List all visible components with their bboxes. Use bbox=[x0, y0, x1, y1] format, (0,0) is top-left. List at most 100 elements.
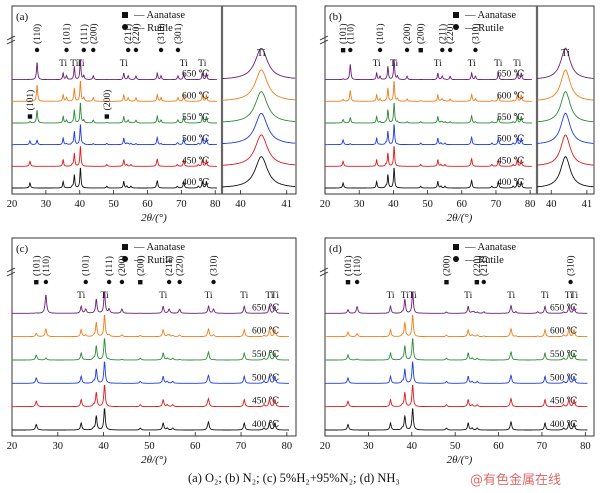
x-tick-label: 30 bbox=[363, 441, 374, 452]
anatase-marker bbox=[27, 114, 33, 119]
rutile-marker bbox=[211, 279, 216, 285]
zoom-trace-600 bbox=[221, 69, 296, 101]
axis-break-mark bbox=[319, 267, 329, 277]
watermark-text: @有色金属在线 bbox=[470, 473, 562, 488]
x-axis-label: 2θ/(°) bbox=[447, 454, 473, 466]
temp-label-400: 400 ℃ bbox=[550, 420, 578, 430]
hkl-label-text: (200) bbox=[88, 23, 99, 44]
temp-label-450: 450 ℃ bbox=[497, 156, 525, 166]
legend-label-anatase: — Aanatase bbox=[133, 10, 185, 21]
x-tick-label: 20 bbox=[7, 199, 18, 210]
x-tick-label: 70 bbox=[491, 199, 502, 210]
x-tick-label-zoom: 41 bbox=[582, 199, 593, 210]
hkl-label: (211) bbox=[123, 24, 134, 44]
hkl-label: (111) bbox=[104, 256, 115, 276]
trace-650 bbox=[325, 59, 532, 81]
ti-label: Ti bbox=[434, 59, 442, 69]
hkl-label-text: (301) bbox=[173, 23, 184, 44]
hkl-label: (111) bbox=[79, 24, 90, 44]
hkl-label: (200) bbox=[102, 90, 113, 111]
x-tick-label-zoom: 40 bbox=[235, 199, 246, 210]
hkl-label: (101) bbox=[338, 23, 349, 44]
temp-label-600: 600 ℃ bbox=[252, 327, 280, 337]
temp-label-600: 600 ℃ bbox=[497, 91, 525, 101]
legend-label-anatase: — Aanatase bbox=[464, 242, 516, 253]
x-tick-label: 70 bbox=[176, 199, 187, 210]
ti-label: Ti bbox=[265, 291, 273, 301]
legend-label-anatase: — Aanatase bbox=[133, 242, 185, 253]
temp-label-500: 500 ℃ bbox=[550, 373, 578, 383]
hkl-label-text: (310) bbox=[156, 23, 167, 44]
temp-label-400: 400 ℃ bbox=[182, 178, 210, 188]
legend-label-rutile: — Rutile bbox=[133, 23, 173, 34]
hkl-label: (101) bbox=[62, 23, 73, 44]
hkl-label-text: (101) bbox=[62, 23, 73, 44]
hkl-label-text: (211) bbox=[123, 24, 134, 44]
ti-label: Ti bbox=[401, 291, 409, 301]
hkl-label-text: (110) bbox=[345, 24, 356, 44]
hkl-label: (310) bbox=[209, 255, 220, 276]
legend-marker-rutile bbox=[453, 24, 459, 30]
plot-frame bbox=[324, 5, 595, 195]
trace-550 bbox=[12, 338, 289, 361]
ti-label: Ti bbox=[76, 59, 84, 69]
hkl-label: (211) bbox=[437, 24, 448, 44]
x-axis-label: 2θ/(°) bbox=[141, 454, 167, 466]
x-tick-label: 70 bbox=[236, 441, 247, 452]
anatase-marker bbox=[138, 280, 143, 285]
caption-text: (a) O₂; (b) N₂; (c) 5%H₂+95%N₂; (d) NH₃ bbox=[188, 471, 400, 485]
rutile-marker bbox=[81, 47, 87, 53]
hkl-label: (200) bbox=[135, 255, 146, 276]
hkl-label: (101) bbox=[81, 255, 92, 276]
anatase-marker bbox=[34, 280, 39, 285]
x-tick-label: 50 bbox=[450, 441, 461, 452]
hkl-label-text: (200) bbox=[441, 255, 452, 276]
rutile-marker bbox=[440, 47, 445, 53]
trace-600 bbox=[12, 81, 217, 102]
temp-label-450: 450 ℃ bbox=[182, 156, 210, 166]
hkl-label: (310) bbox=[566, 255, 577, 276]
rutile-marker bbox=[377, 47, 383, 53]
panel-a: 20 30 40 50 60 70 80 40 41 2θ/(°) (a) — Aanatase — R… bbox=[7, 5, 297, 224]
ti-label: Ti bbox=[464, 291, 472, 301]
ti-label: Ti bbox=[271, 291, 279, 301]
hkl-label-text: (220) bbox=[445, 23, 456, 44]
trace-650 bbox=[12, 291, 289, 314]
rutile-marker bbox=[447, 47, 453, 53]
rutile-marker bbox=[354, 279, 360, 285]
ti-label: Ti bbox=[240, 291, 248, 301]
rutile-marker bbox=[34, 47, 40, 53]
trace-600 bbox=[12, 314, 289, 338]
trace-400 bbox=[325, 167, 532, 189]
trace-450 bbox=[12, 385, 289, 408]
legend-marker-anatase bbox=[453, 244, 459, 250]
x-tick-label: 40 bbox=[74, 199, 85, 210]
rutile-marker bbox=[166, 279, 172, 285]
ti-label: Ti bbox=[386, 291, 394, 301]
hkl-label-text: (101) bbox=[81, 255, 92, 276]
temp-label-500: 500 ℃ bbox=[252, 373, 280, 383]
hkl-label-text: (200) bbox=[402, 23, 413, 44]
temp-label-450: 450 ℃ bbox=[252, 397, 280, 407]
zoom-trace-400 bbox=[536, 156, 594, 188]
hkl-label: (101) bbox=[25, 90, 36, 111]
x-tick-label: 50 bbox=[108, 199, 119, 210]
hkl-label: (101) bbox=[31, 255, 42, 276]
x-axis-label: 2θ/(°) bbox=[447, 212, 473, 224]
x-tick-label: 50 bbox=[144, 441, 155, 452]
hkl-label-text: (220) bbox=[472, 255, 483, 276]
legend-marker-anatase bbox=[122, 244, 128, 250]
hkl-label-text: (110) bbox=[41, 256, 52, 276]
anatase-marker bbox=[345, 280, 351, 285]
x-tick-label: 60 bbox=[142, 199, 153, 210]
rutile-marker bbox=[481, 279, 486, 285]
rutile-marker bbox=[64, 47, 69, 53]
trace-450 bbox=[325, 146, 532, 167]
ti-label: Ti bbox=[513, 59, 521, 69]
panel-d: 20 30 40 50 60 70 80 2θ/(°) (d) — Aanatase — Rutil… bbox=[319, 237, 595, 466]
ti-label: Ti bbox=[507, 291, 515, 301]
trace-450 bbox=[12, 146, 217, 167]
rutile-marker bbox=[473, 47, 478, 53]
x-tick-label: 20 bbox=[320, 199, 331, 210]
trace-500 bbox=[12, 361, 289, 384]
